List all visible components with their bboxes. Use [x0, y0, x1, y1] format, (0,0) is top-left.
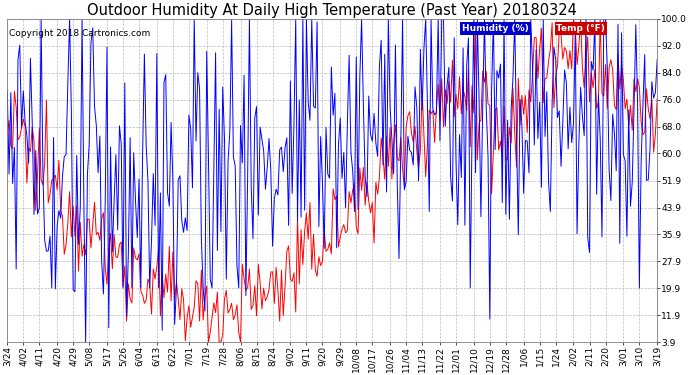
Text: Temp (°F): Temp (°F)	[556, 24, 605, 33]
Text: Copyright 2018 Cartronics.com: Copyright 2018 Cartronics.com	[8, 28, 150, 38]
Title: Outdoor Humidity At Daily High Temperature (Past Year) 20180324: Outdoor Humidity At Daily High Temperatu…	[88, 3, 577, 18]
Text: Humidity (%): Humidity (%)	[462, 24, 529, 33]
